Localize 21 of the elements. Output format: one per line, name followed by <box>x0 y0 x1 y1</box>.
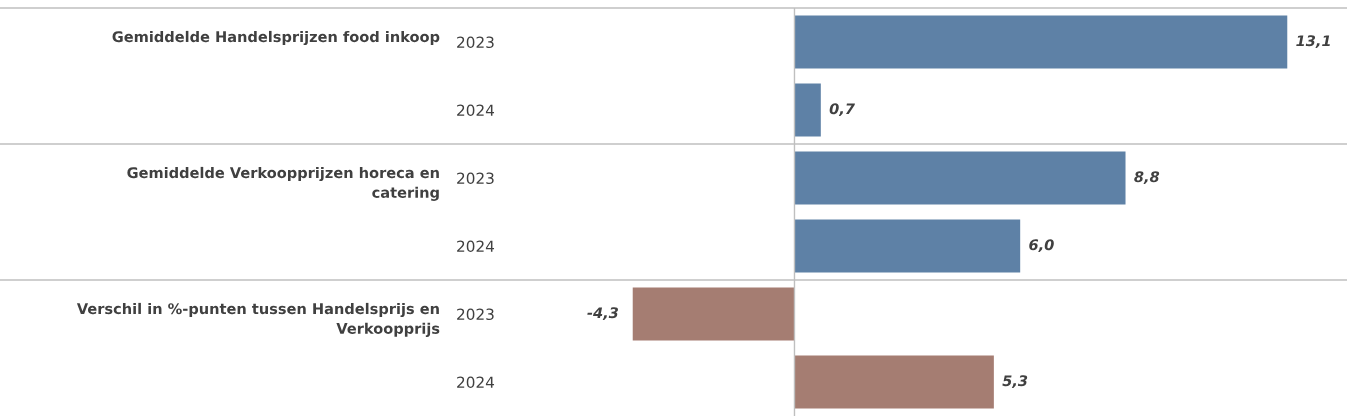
text: Verschil in %-punten tussen Handelsprijs en Verkoopprijs <box>76 302 440 337</box>
y-tick-label: 2024 <box>457 104 495 117</box>
bar <box>794 355 994 409</box>
data-label: -4,3 <box>587 307 618 321</box>
text: Gemiddelde Verkoopprijzen horeca en catering <box>127 166 439 201</box>
bar <box>794 83 821 137</box>
data-label: 0,7 <box>829 103 855 117</box>
y-tick-label: 2023 <box>457 36 494 49</box>
y-tick-label: 2023 <box>457 172 494 185</box>
data-label: 5,3 <box>1002 375 1028 389</box>
data-label: 13,1 <box>1296 35 1330 49</box>
bar <box>794 151 1126 205</box>
data-label: 8,8 <box>1134 171 1160 185</box>
bar <box>632 287 795 341</box>
y-tick-label: 2023 <box>457 308 494 321</box>
y-tick-label: 2024 <box>457 240 495 253</box>
data-label: 6,0 <box>1029 239 1054 253</box>
bar <box>794 15 1288 69</box>
y-tick-label: 2024 <box>457 376 495 389</box>
bar <box>794 219 1021 273</box>
text: Gemiddelde Handelsprijzen food inkoop <box>112 30 440 46</box>
